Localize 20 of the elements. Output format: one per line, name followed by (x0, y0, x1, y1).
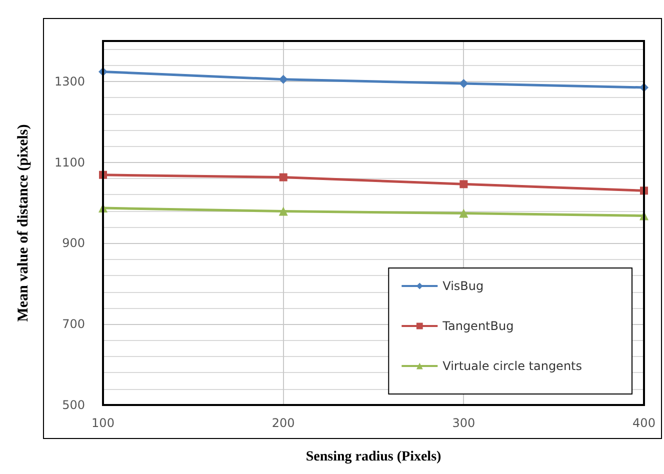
y-tick-label: 1100 (54, 155, 85, 170)
y-tick-label: 700 (62, 317, 85, 332)
point (278, 74, 288, 84)
x-tick-label: 100 (92, 416, 114, 430)
legend-label: Virtuale circle tangents (442, 359, 582, 373)
point (459, 208, 468, 218)
legend-label: TangentBug (442, 319, 514, 333)
y-tick-label: 1300 (54, 74, 85, 88)
point (459, 78, 468, 88)
point (279, 173, 288, 182)
x-tick-label: 300 (452, 416, 476, 430)
y-axis-title: Mean value of distance (pixels) (16, 124, 32, 322)
point (460, 180, 468, 188)
legend-label: VisBug (442, 279, 484, 293)
x-axis-title: Sensing radius (Pixels) (306, 450, 442, 464)
point (278, 206, 288, 216)
x-tick-label: 400 (632, 416, 656, 430)
y-tick-label: 500 (62, 398, 85, 412)
y-tick-label: 900 (62, 236, 85, 250)
x-tick-label: 200 (272, 416, 295, 430)
